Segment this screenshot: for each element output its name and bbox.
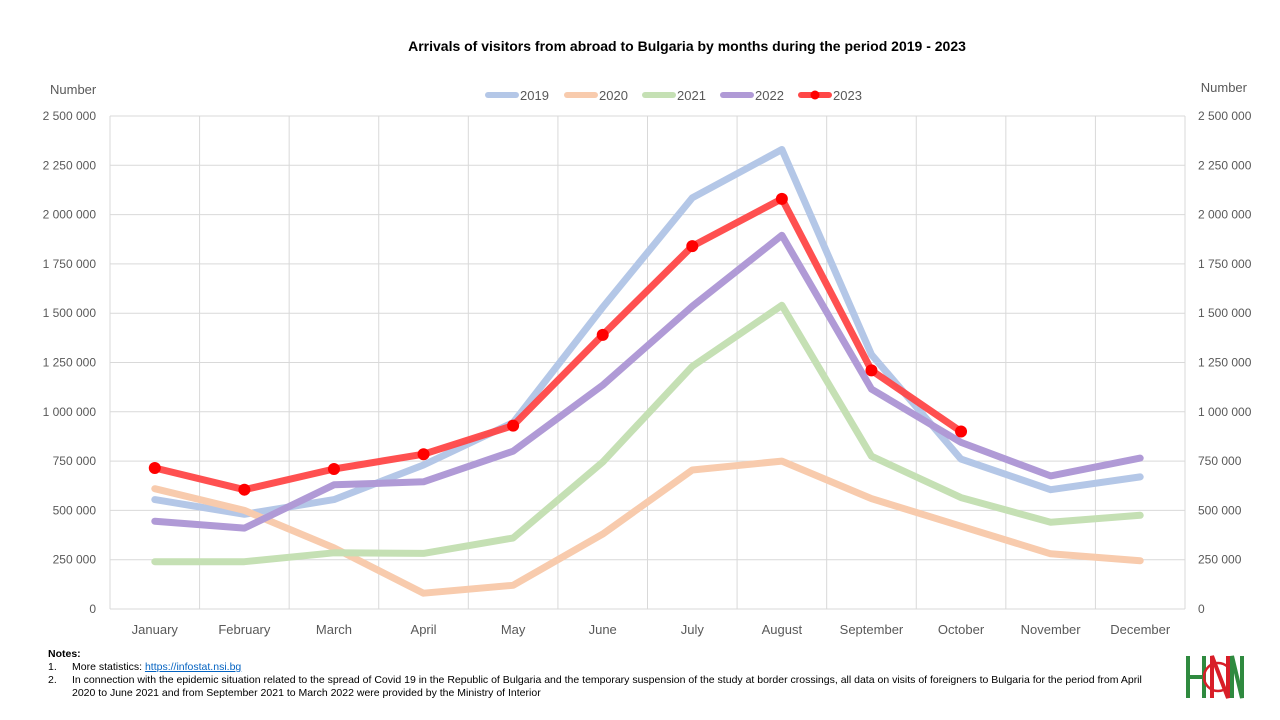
- series-line-2019: [151, 146, 1144, 518]
- nsi-logo: [1186, 655, 1244, 699]
- series-line-2020: [151, 457, 1144, 597]
- x-tick-september: September: [840, 622, 904, 637]
- x-tick-december: December: [1110, 622, 1171, 637]
- point-2023-february: [238, 483, 251, 496]
- legend-label-2023: 2023: [833, 88, 862, 103]
- note-item-2: 2. In connection with the epidemic situa…: [48, 674, 1142, 699]
- y-ticks-left: 0 250 000 500 000 750 000 1 000 000 1 250 000…: [43, 109, 97, 616]
- gridlines: [109, 115, 1186, 610]
- x-tick-may: May: [501, 622, 526, 637]
- legend-label-2022: 2022: [755, 88, 784, 103]
- point-2023-march: [327, 462, 340, 475]
- series-line-2022: [151, 231, 1144, 532]
- x-tick-january: January: [132, 622, 179, 637]
- y-tick-left-10: 2 500 000: [43, 109, 97, 123]
- x-tick-february: February: [218, 622, 271, 637]
- y-tick-right-8: 2 000 000: [1198, 208, 1252, 222]
- y-tick-left-5: 1 250 000: [43, 356, 97, 370]
- x-tick-july: July: [681, 622, 705, 637]
- y-tick-left-4: 1 000 000: [43, 405, 97, 419]
- y-tick-left-7: 1 750 000: [43, 257, 97, 271]
- y-tick-left-1: 250 000: [53, 553, 97, 567]
- point-2023-january: [148, 462, 161, 475]
- legend-label-2019: 2019: [520, 88, 549, 103]
- y-tick-right-4: 1 000 000: [1198, 405, 1252, 419]
- y-tick-right-1: 250 000: [1198, 553, 1242, 567]
- x-tick-october: October: [938, 622, 985, 637]
- y-tick-left-8: 2 000 000: [43, 208, 97, 222]
- infostat-link[interactable]: https://infostat.nsi.bg: [144, 661, 242, 673]
- chart-title: Arrivals of visitors from abroad to Bulg…: [408, 38, 966, 54]
- point-2023-july: [686, 240, 699, 253]
- legend-label-2021: 2021: [677, 88, 706, 103]
- x-tick-november: November: [1021, 622, 1082, 637]
- line-chart: Arrivals of visitors from abroad to Bulg…: [43, 38, 1252, 637]
- legend-label-2020: 2020: [599, 88, 628, 103]
- note-item-1: 1. More statistics: https://infostat.nsi…: [48, 661, 242, 673]
- y-tick-right-2: 500 000: [1198, 503, 1242, 517]
- point-2023-june: [596, 328, 609, 341]
- y-tick-right-0: 0: [1198, 602, 1205, 616]
- y-tick-left-3: 750 000: [53, 454, 97, 468]
- notes-heading: Notes:: [48, 648, 81, 660]
- x-tick-june: June: [589, 622, 617, 637]
- y-tick-right-9: 2 250 000: [1198, 158, 1252, 172]
- x-tick-august: August: [762, 622, 803, 637]
- series-lines: [148, 146, 1144, 597]
- x-tick-march: March: [316, 622, 352, 637]
- y-ticks-right: 0 250 000 500 000 750 000 1 000 000 1 250 000…: [1198, 109, 1252, 616]
- legend: 2019 2020 2021 2022 2023: [485, 88, 862, 103]
- y-tick-right-7: 1 750 000: [1198, 257, 1252, 271]
- series-line-2023: [151, 195, 965, 494]
- point-2023-october: [955, 425, 968, 438]
- point-2023-may: [507, 419, 520, 432]
- y-axis-label-right: Number: [1201, 80, 1248, 95]
- y-tick-right-10: 2 500 000: [1198, 109, 1252, 123]
- y-tick-left-0: 0: [89, 602, 96, 616]
- y-tick-left-2: 500 000: [53, 503, 97, 517]
- series-line-2021: [151, 301, 1144, 566]
- notes: Notes: 1. More statistics: https://infos…: [48, 648, 1168, 700]
- y-tick-left-6: 1 500 000: [43, 306, 97, 320]
- x-tick-april: April: [411, 622, 437, 637]
- x-ticks: January February March April May June July Augu…: [132, 622, 1171, 637]
- y-tick-right-5: 1 250 000: [1198, 356, 1252, 370]
- y-tick-right-3: 750 000: [1198, 454, 1242, 468]
- y-tick-left-9: 2 250 000: [43, 158, 97, 172]
- point-2023-august: [775, 192, 788, 205]
- point-2023-september: [865, 364, 878, 377]
- y-tick-right-6: 1 500 000: [1198, 306, 1252, 320]
- legend-marker-2023: [810, 90, 820, 100]
- y-axis-label-left: Number: [50, 82, 97, 97]
- point-2023-april: [417, 448, 430, 461]
